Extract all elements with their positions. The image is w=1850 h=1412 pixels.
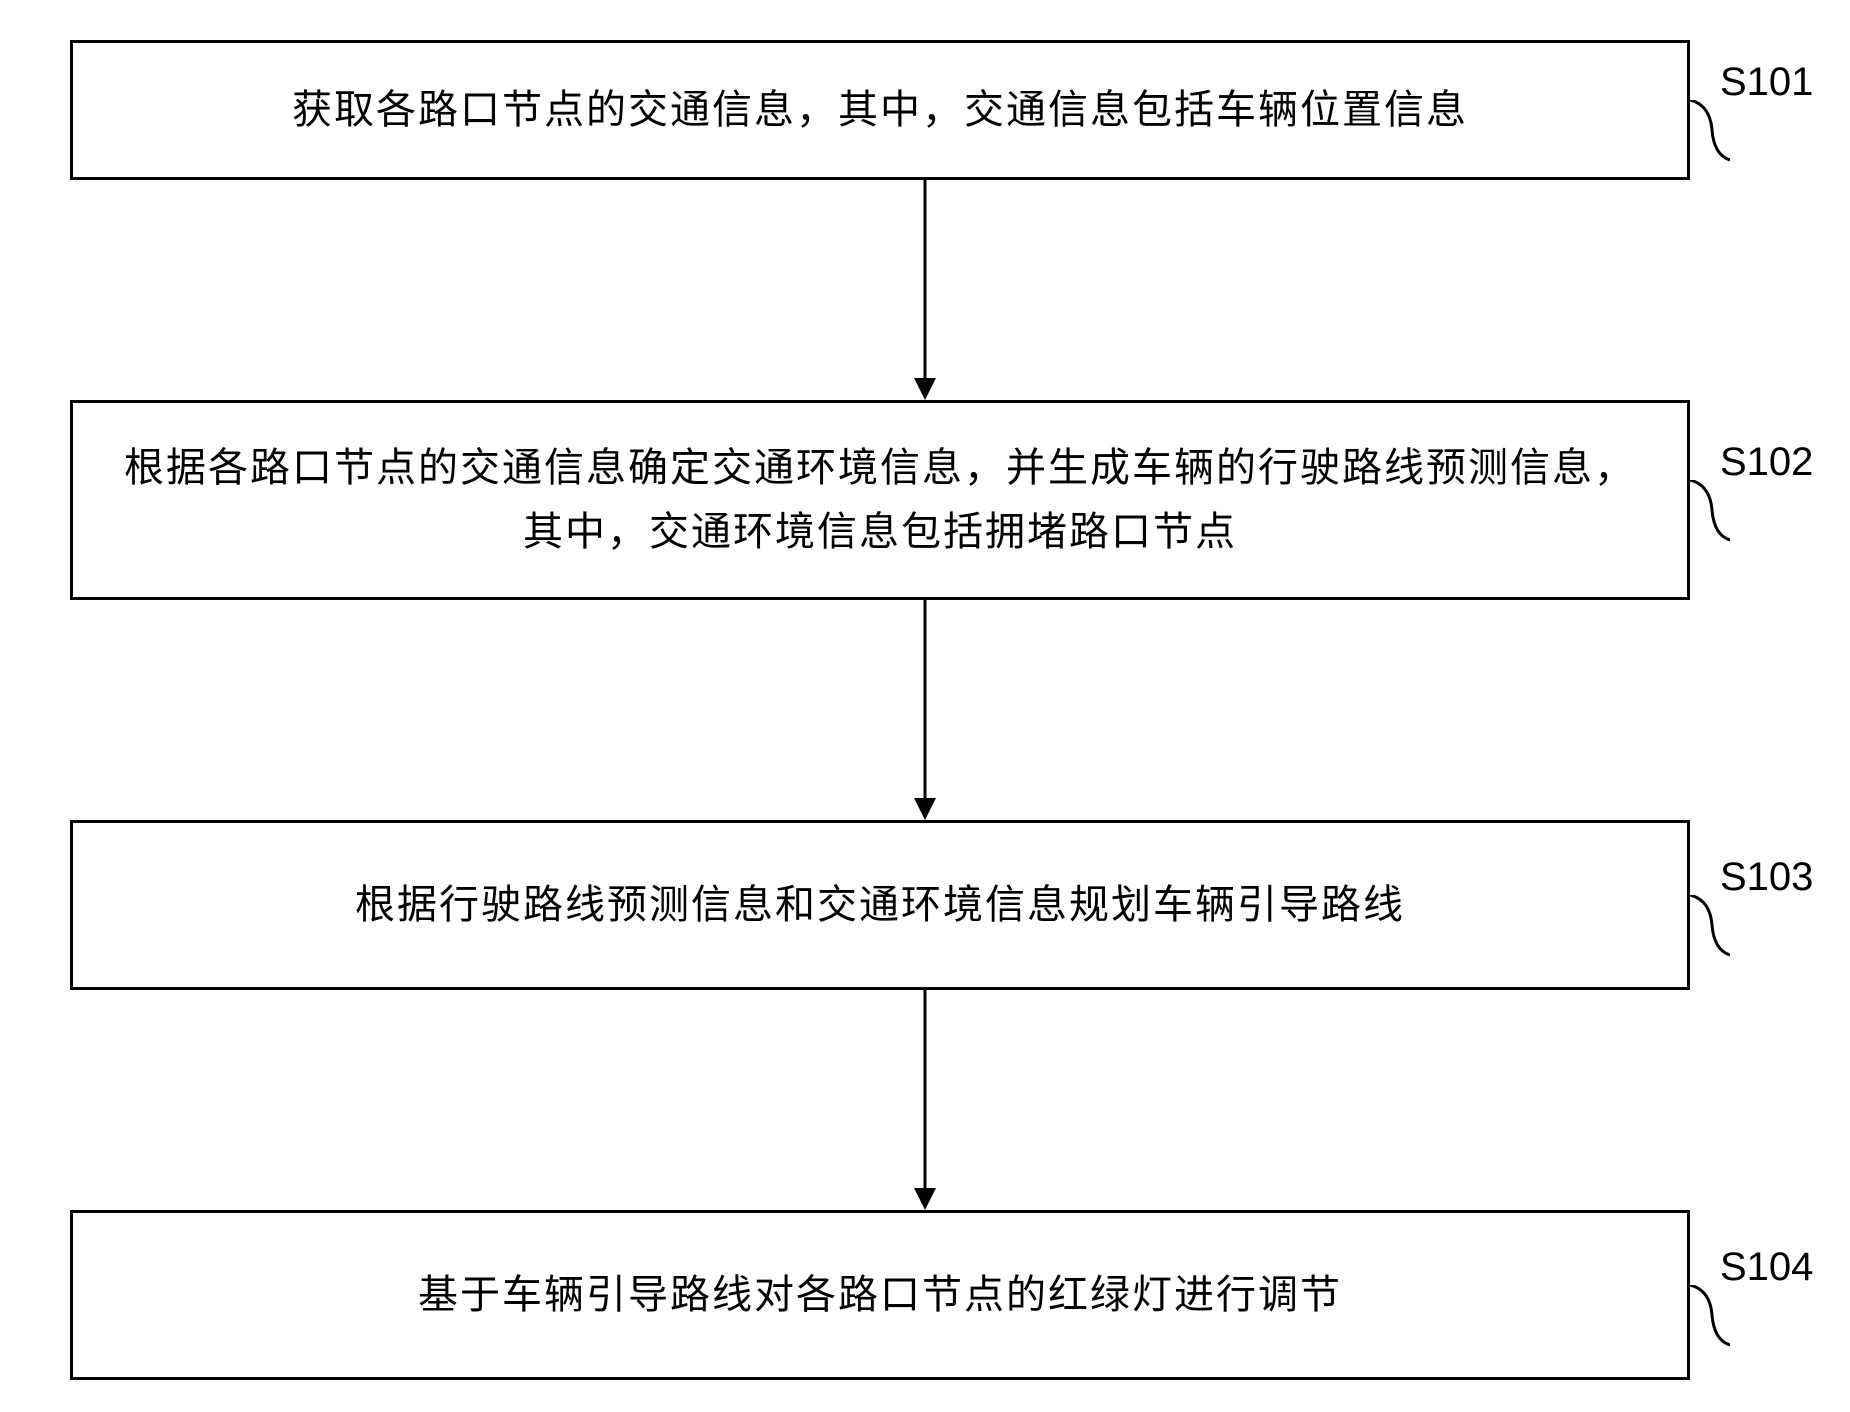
label-curve-s102	[1690, 480, 1730, 550]
step-box-s102: 根据各路口节点的交通信息确定交通环境信息，并生成车辆的行驶路线预测信息，其中，交…	[70, 400, 1690, 600]
step-text-s102: 根据各路口节点的交通信息确定交通环境信息，并生成车辆的行驶路线预测信息，其中，交…	[113, 436, 1647, 564]
step-label-s101: S101	[1720, 60, 1813, 105]
connector-3	[905, 990, 945, 1210]
step-text-s103: 根据行驶路线预测信息和交通环境信息规划车辆引导路线	[355, 873, 1405, 937]
connector-2	[905, 600, 945, 820]
step-box-s104: 基于车辆引导路线对各路口节点的红绿灯进行调节	[70, 1210, 1690, 1380]
label-curve-s101	[1690, 100, 1730, 170]
step-label-s102: S102	[1720, 440, 1813, 485]
flowchart-container: 获取各路口节点的交通信息，其中，交通信息包括车辆位置信息 S101 根据各路口节…	[0, 0, 1850, 1412]
step-box-s103: 根据行驶路线预测信息和交通环境信息规划车辆引导路线	[70, 820, 1690, 990]
step-text-s104: 基于车辆引导路线对各路口节点的红绿灯进行调节	[418, 1263, 1342, 1327]
step-label-s103: S103	[1720, 855, 1813, 900]
step-box-s101: 获取各路口节点的交通信息，其中，交通信息包括车辆位置信息	[70, 40, 1690, 180]
step-label-s104: S104	[1720, 1245, 1813, 1290]
label-curve-s104	[1690, 1285, 1730, 1355]
step-text-s101: 获取各路口节点的交通信息，其中，交通信息包括车辆位置信息	[292, 78, 1468, 142]
connector-1	[905, 180, 945, 400]
label-curve-s103	[1690, 895, 1730, 965]
